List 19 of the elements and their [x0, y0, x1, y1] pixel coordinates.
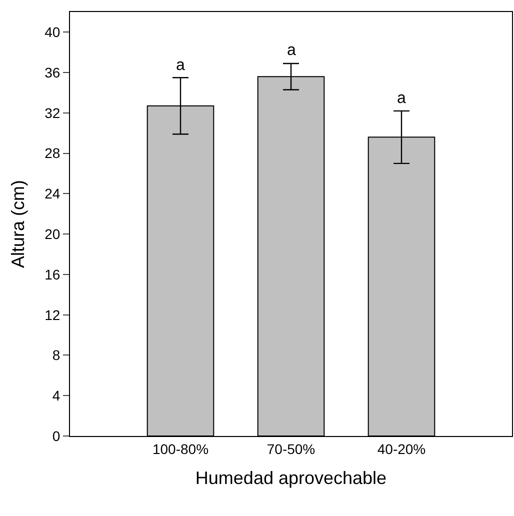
y-tick-label: 16: [44, 266, 60, 282]
annotation: a: [176, 57, 185, 74]
x-tick-label: 70-50%: [266, 440, 316, 457]
y-tick-label: 8: [52, 347, 60, 364]
y-tick-label: 40: [44, 24, 60, 40]
y-tick-label: 12: [44, 306, 60, 323]
annotation: a: [287, 42, 296, 59]
y-tick-label: 4: [52, 388, 60, 404]
y-tick-label: 0: [52, 428, 60, 444]
y-tick-label: 24: [44, 186, 60, 202]
y-tick-label: 32: [44, 104, 60, 121]
annotation: a: [397, 90, 406, 107]
y-tick-label: 36: [44, 64, 60, 80]
y-axis-title: Altura (cm): [8, 180, 28, 268]
x-tick-label: 100-80%: [152, 440, 209, 457]
y-tick-label: 28: [44, 145, 60, 162]
x-axis-title: Humedad aprovechable: [195, 468, 387, 488]
y-tick-label: 20: [44, 226, 60, 242]
x-tick-label: 40-20%: [377, 440, 426, 457]
